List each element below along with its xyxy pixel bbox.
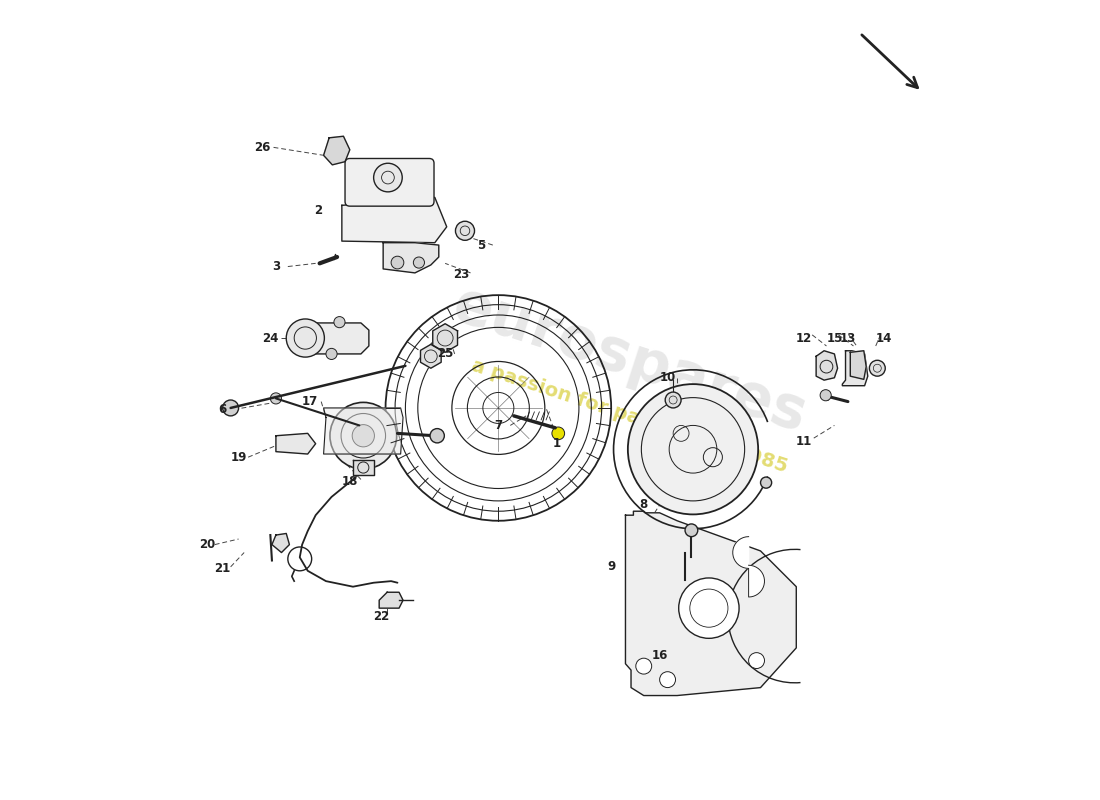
Circle shape xyxy=(286,319,324,357)
Text: eurospares: eurospares xyxy=(446,276,814,444)
Circle shape xyxy=(430,429,444,443)
Polygon shape xyxy=(323,408,403,454)
Polygon shape xyxy=(816,350,837,380)
Polygon shape xyxy=(420,344,441,368)
Polygon shape xyxy=(432,324,458,352)
Circle shape xyxy=(334,317,345,328)
Polygon shape xyxy=(353,459,374,475)
Polygon shape xyxy=(843,350,868,386)
Text: 5: 5 xyxy=(476,238,485,251)
Circle shape xyxy=(869,360,886,376)
Text: 9: 9 xyxy=(607,560,615,574)
Text: 15: 15 xyxy=(826,331,843,345)
Text: 12: 12 xyxy=(796,331,812,345)
Text: 7: 7 xyxy=(494,419,503,432)
Text: 21: 21 xyxy=(214,562,231,575)
Circle shape xyxy=(552,427,564,440)
Polygon shape xyxy=(342,198,447,242)
Circle shape xyxy=(355,422,366,433)
Text: 8: 8 xyxy=(639,498,648,511)
Text: 11: 11 xyxy=(796,435,812,448)
Text: 10: 10 xyxy=(660,371,675,384)
Polygon shape xyxy=(272,534,289,553)
Polygon shape xyxy=(276,434,316,454)
Circle shape xyxy=(222,400,239,416)
Text: 25: 25 xyxy=(437,347,453,361)
Circle shape xyxy=(666,392,681,408)
Circle shape xyxy=(271,393,282,404)
Circle shape xyxy=(821,390,832,401)
Circle shape xyxy=(455,222,474,240)
Text: 20: 20 xyxy=(199,538,214,551)
Polygon shape xyxy=(379,592,403,608)
Circle shape xyxy=(628,384,758,514)
Text: 17: 17 xyxy=(302,395,318,408)
Circle shape xyxy=(636,658,651,674)
Circle shape xyxy=(330,402,397,469)
Circle shape xyxy=(760,477,772,488)
Text: 13: 13 xyxy=(839,331,856,345)
Circle shape xyxy=(749,653,764,669)
Polygon shape xyxy=(323,136,350,165)
Polygon shape xyxy=(626,511,796,695)
Circle shape xyxy=(680,574,691,586)
Circle shape xyxy=(352,425,374,447)
Circle shape xyxy=(414,257,425,268)
Circle shape xyxy=(392,256,404,269)
Text: 18: 18 xyxy=(342,474,358,487)
Text: 16: 16 xyxy=(651,650,668,662)
Circle shape xyxy=(660,672,675,687)
FancyBboxPatch shape xyxy=(345,158,434,206)
Text: a passion for parts since 1985: a passion for parts since 1985 xyxy=(469,356,790,476)
Text: 6: 6 xyxy=(219,403,227,416)
Circle shape xyxy=(326,348,337,359)
Polygon shape xyxy=(383,242,439,273)
Polygon shape xyxy=(300,323,368,354)
Text: 1: 1 xyxy=(552,437,560,450)
Text: 26: 26 xyxy=(254,141,271,154)
Text: 19: 19 xyxy=(230,450,246,464)
Text: 3: 3 xyxy=(272,260,280,273)
Text: 24: 24 xyxy=(262,331,278,345)
Text: 14: 14 xyxy=(876,331,892,345)
Circle shape xyxy=(374,163,403,192)
Text: 23: 23 xyxy=(453,268,469,281)
Text: 2: 2 xyxy=(314,205,322,218)
Polygon shape xyxy=(850,350,866,379)
Circle shape xyxy=(679,578,739,638)
Circle shape xyxy=(685,524,697,537)
Text: 22: 22 xyxy=(374,610,389,622)
Polygon shape xyxy=(733,537,764,597)
